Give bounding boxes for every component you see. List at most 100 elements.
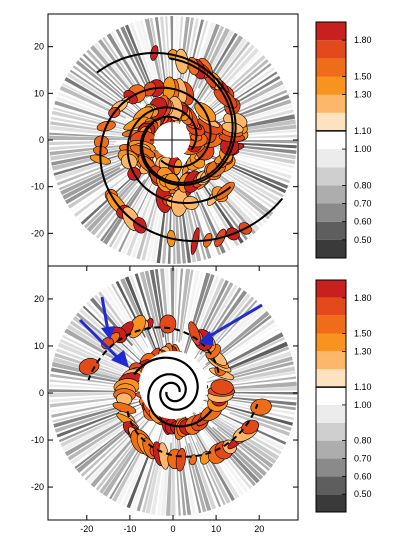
colorbar-tick-label: 1.30 (354, 90, 372, 100)
spiral-arm-1 (147, 373, 213, 428)
spiral-arm-1 (96, 52, 237, 186)
gray-ray (170, 268, 175, 360)
arrow-perseus (202, 303, 263, 342)
gray-ray (58, 159, 127, 191)
x-tick-label: -10 (123, 524, 136, 534)
gray-ray (54, 406, 128, 433)
gray-ray (62, 412, 133, 452)
colorbar-tick-label: 1.50 (354, 71, 372, 81)
colorbar-b: 0.50 0.60 0.70 0.80 1.00 1.10 1.30 1.50 1.80 (315, 279, 372, 513)
gray-ray (54, 100, 149, 133)
gray-ray (55, 96, 128, 124)
gray-ray (75, 312, 154, 377)
gray-ray (222, 336, 286, 369)
colorbar-tick-label: 1.10 (354, 382, 372, 392)
gray-ray (95, 431, 143, 491)
panel-b-x-ticks: -20 -10 0 10 20 (80, 266, 264, 534)
y-tick-label: -20 (31, 482, 44, 492)
gray-ray (62, 167, 121, 200)
colorbar-tick-label: 0.60 (354, 471, 372, 481)
gray-ray (193, 277, 225, 344)
gray-ray (49, 392, 117, 398)
gray-ray (58, 413, 123, 443)
gray-ray (49, 395, 119, 403)
gray-ray (195, 432, 235, 502)
gray-ray (178, 268, 191, 343)
colorbar-band (316, 369, 346, 387)
gray-ray (197, 282, 234, 346)
gray-ray (187, 420, 231, 504)
gray-ray (170, 16, 174, 81)
gray-ray (165, 16, 171, 80)
colorbar-tick-label: 1.80 (354, 35, 372, 45)
colorbar-tick-label: 1.30 (354, 346, 372, 356)
colorbar-band (316, 40, 346, 59)
gray-ray (142, 417, 168, 513)
spiral-arm-3 (141, 57, 234, 184)
gray-ray (198, 84, 286, 129)
gray-ray (194, 67, 275, 126)
gray-ray (179, 270, 200, 360)
gray-ray (61, 83, 143, 125)
x-tick-label: 10 (211, 524, 221, 534)
gray-ray (184, 435, 207, 513)
gray-ray (118, 173, 158, 253)
panel-b-dashed-arms (87, 326, 259, 458)
gray-ray (186, 424, 222, 508)
gray-ray (220, 332, 284, 368)
colorbar-band (316, 476, 346, 495)
arrow-carina (78, 318, 122, 362)
gray-ray (171, 426, 176, 516)
gray-ray (66, 72, 150, 126)
gray-ray (228, 366, 296, 383)
colorbar-frame (315, 21, 347, 259)
gray-ray (229, 411, 291, 437)
colorbar-band (316, 315, 346, 334)
gray-ray (121, 176, 158, 255)
gray-ray (56, 152, 140, 186)
panel-a-spiral-arms (96, 52, 284, 243)
colorbar-band (316, 149, 346, 168)
y-tick-label: 0 (39, 135, 44, 145)
colorbar-tick-label: 1.00 (354, 400, 372, 410)
gray-ray (116, 416, 162, 505)
gray-ray (228, 351, 292, 375)
gray-ray (174, 424, 181, 516)
panel-b: 20 10 0 -10 -20 -20 -10 0 10 20 (31, 265, 299, 534)
orange-region (210, 379, 234, 395)
gray-ray (61, 335, 140, 376)
gray-ray (230, 160, 291, 184)
gray-ray (49, 132, 137, 139)
gray-ray (129, 22, 157, 94)
gray-ray (134, 20, 159, 89)
y-tick-label: -10 (31, 435, 44, 445)
orange-region (250, 398, 272, 416)
gray-ray (216, 427, 271, 471)
gray-ray (196, 71, 278, 125)
gray-ray (49, 379, 133, 389)
colorbar-band (316, 112, 346, 131)
gray-ray (188, 293, 251, 372)
colorbar-tick-label: 0.50 (354, 235, 372, 245)
gray-ray (49, 143, 136, 156)
gray-ray (69, 69, 147, 123)
y-tick-label: -10 (31, 182, 44, 192)
colorbar-tick-label: 0.60 (354, 217, 372, 227)
gray-ray (197, 59, 269, 120)
colorbar-band (316, 239, 346, 258)
gray-ray (102, 437, 144, 497)
y-tick-label: 10 (34, 341, 44, 351)
gray-ray (124, 24, 157, 100)
gray-ray (64, 160, 138, 205)
x-tick-label: 20 (254, 524, 264, 534)
gray-ray (75, 60, 128, 103)
gray-ray (145, 450, 162, 514)
spiral-arm-2 (126, 106, 232, 204)
gray-ray (180, 269, 194, 341)
gray-ray (80, 427, 134, 477)
colorbar-band (316, 458, 346, 477)
orange-region (175, 447, 186, 472)
gray-ray (184, 425, 217, 510)
arrow-carina-head (111, 350, 129, 368)
dashed-arm-0 (87, 326, 220, 381)
